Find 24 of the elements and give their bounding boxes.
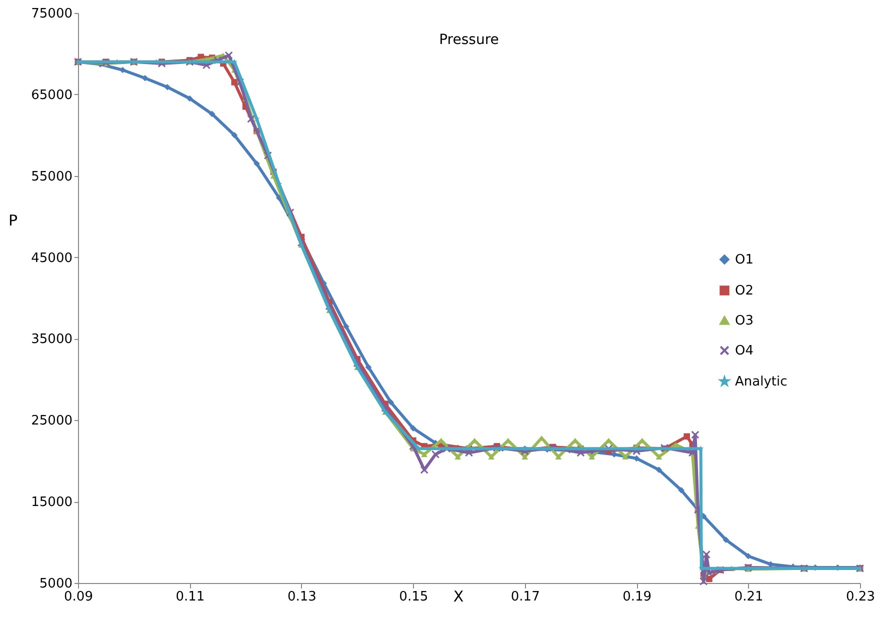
text: Pressure <box>439 32 499 48</box>
y-tick-label: 55000 <box>31 169 72 184</box>
y-tick-label: 15000 <box>31 495 72 510</box>
x-tick-label: 0.19 <box>622 590 652 604</box>
y-tick-label: 35000 <box>31 332 72 348</box>
y-tick-label: 75000 <box>31 6 72 22</box>
x-tick-label: 0.11 <box>176 590 205 604</box>
x-tick-label: 0.17 <box>510 590 540 604</box>
x-axis-title: X <box>453 588 464 606</box>
y-tick-label: 65000 <box>31 88 72 103</box>
x-tick-label: 0.21 <box>734 590 764 604</box>
x-tick-label: 0.09 <box>64 590 93 604</box>
y-tick-label: 25000 <box>31 414 72 429</box>
y-tick-label: 5000 <box>39 576 72 592</box>
legend-label: O1 <box>735 252 754 268</box>
legend-label: O4 <box>735 344 754 358</box>
y-tick-label: 45000 <box>31 250 72 266</box>
legend-label: O2 <box>735 284 754 298</box>
x-tick-label: 0.13 <box>287 590 316 604</box>
legend-label: O3 <box>735 314 754 328</box>
y-axis-title: P <box>8 212 18 230</box>
legend-label: Analytic <box>735 374 788 390</box>
x-tick-label: 0.23 <box>846 590 875 604</box>
x-tick-label: 0.15 <box>399 590 428 604</box>
